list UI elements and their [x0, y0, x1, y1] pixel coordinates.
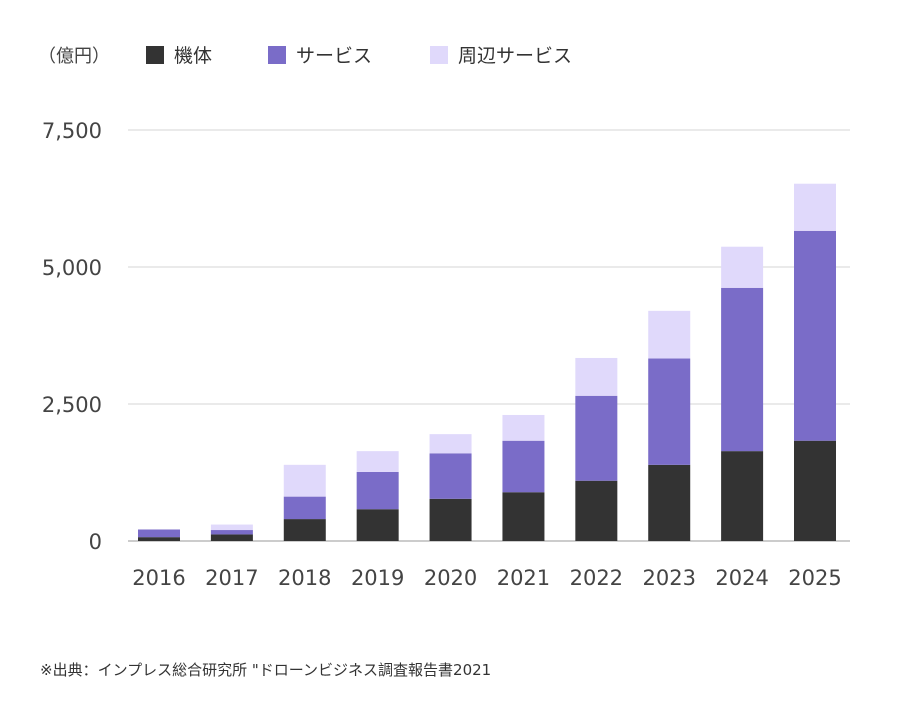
unit-label: （億円） — [38, 46, 110, 67]
bar-2024-series-0 — [721, 451, 764, 541]
x-tick-label-2018: 2018 — [278, 566, 331, 590]
bar-2016-series-1 — [138, 529, 180, 538]
source-note: ※出典：インプレス総合研究所 "ドローンビジネス調査報告書2021 — [40, 661, 492, 679]
x-tick-label-2021: 2021 — [497, 566, 550, 590]
legend-swatch-2 — [430, 46, 448, 64]
x-tick-label-2024: 2024 — [715, 566, 768, 590]
bar-2018-series-1 — [283, 496, 326, 520]
x-tick-label-2022: 2022 — [570, 566, 623, 590]
bar-2023-series-1 — [648, 358, 691, 465]
bar-2016-series-0 — [138, 537, 180, 541]
bar-2025-series-1 — [794, 230, 836, 441]
bar-2023-series-0 — [648, 464, 691, 541]
y-tick-label-7500: 7,500 — [42, 119, 102, 143]
x-tick-label-2017: 2017 — [205, 566, 258, 590]
x-tick-label-2020: 2020 — [424, 566, 477, 590]
y-tick-label-0: 0 — [89, 530, 102, 554]
bar-2019-series-2 — [356, 451, 399, 472]
bar-2021-series-0 — [502, 492, 545, 541]
bar-2025-series-2 — [794, 183, 836, 231]
legend-swatch-1 — [268, 46, 286, 64]
bar-2018-series-0 — [283, 519, 326, 541]
bar-2022-series-0 — [575, 480, 618, 541]
bar-2022-series-2 — [575, 357, 618, 396]
bar-2019-series-0 — [356, 509, 399, 541]
legend-label-0: 機体 — [174, 45, 212, 67]
legend-label-2: 周辺サービス — [458, 45, 572, 67]
x-tick-label-2025: 2025 — [788, 566, 841, 590]
x-tick-label-2016: 2016 — [132, 566, 185, 590]
y-tick-label-2500: 2,500 — [42, 393, 102, 417]
x-tick-label-2023: 2023 — [642, 566, 695, 590]
bar-2022-series-1 — [575, 395, 618, 481]
bar-2021-series-2 — [502, 414, 545, 441]
bar-2023-series-2 — [648, 310, 691, 359]
bar-2021-series-1 — [502, 440, 545, 493]
bar-2017-series-0 — [210, 534, 253, 541]
x-tick-label-2019: 2019 — [351, 566, 404, 590]
bar-2020-series-0 — [429, 498, 472, 541]
bar-2018-series-2 — [283, 464, 326, 497]
bar-2017-series-2 — [210, 524, 253, 531]
bar-2024-series-1 — [721, 287, 764, 452]
bar-2020-series-2 — [429, 434, 472, 454]
y-tick-label-5000: 5,000 — [42, 256, 102, 280]
bar-2019-series-1 — [356, 471, 399, 510]
bar-2017-series-1 — [210, 530, 253, 535]
bar-2024-series-2 — [721, 246, 764, 288]
legend-label-1: サービス — [296, 45, 372, 67]
bar-2020-series-1 — [429, 453, 472, 499]
bar-2025-series-0 — [794, 440, 836, 541]
legend-swatch-0 — [146, 46, 164, 64]
